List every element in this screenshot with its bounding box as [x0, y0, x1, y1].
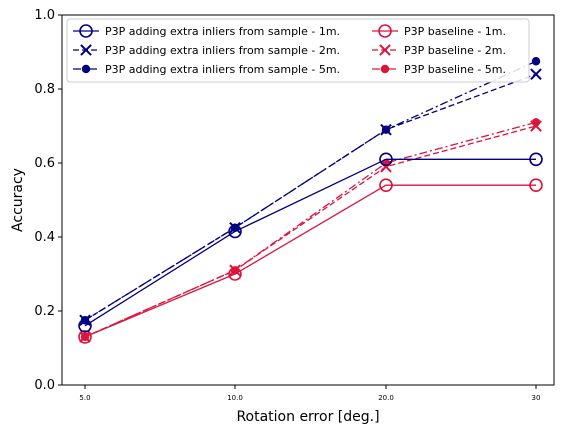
- data-point: [80, 316, 90, 325]
- legend-item: P3P baseline - 2m.: [372, 44, 506, 57]
- plot-frame: [61, 14, 555, 386]
- data-point: [531, 57, 541, 66]
- series-line: [84, 73, 537, 321]
- series-line: [84, 125, 537, 338]
- data-point: [80, 332, 90, 342]
- y-tick-label: 0.8: [34, 82, 55, 97]
- data-point: [78, 330, 92, 344]
- x-tick-label: 5.0: [79, 394, 90, 402]
- x-tick-label: 10.0: [227, 394, 243, 402]
- series-line: [84, 60, 537, 321]
- series-line: [84, 158, 536, 327]
- legend-label: P3P adding extra inliers from sample - 1…: [105, 25, 340, 38]
- data-point: [230, 223, 240, 232]
- legend-label: P3P baseline - 1m.: [404, 25, 506, 38]
- y-axis-label: Accuracy: [10, 168, 26, 232]
- y-tick-label: 0.2: [34, 304, 55, 319]
- data-point: [531, 118, 541, 127]
- series-line: [84, 184, 536, 338]
- series-1: [78, 152, 543, 333]
- legend-label: P3P adding extra inliers from sample - 2…: [105, 44, 340, 57]
- y-tick-label: 0.0: [34, 378, 55, 393]
- legend-marker: [80, 44, 92, 56]
- x-tick-label: 20.0: [378, 394, 394, 402]
- data-point: [529, 178, 543, 192]
- series-line: [84, 121, 537, 338]
- legend-marker: [380, 64, 390, 74]
- legend: P3P adding extra inliers from sample - 1…: [66, 18, 530, 83]
- series-2: [79, 68, 542, 327]
- legend-item: P3P adding extra inliers from sample - 2…: [73, 44, 340, 57]
- legend-marker: [81, 64, 91, 74]
- legend-item: P3P baseline - 1m.: [372, 24, 506, 38]
- data-point: [379, 178, 393, 192]
- legend-item: P3P adding extra inliers from sample - 5…: [73, 63, 340, 76]
- series-3: [80, 57, 541, 325]
- data-point: [379, 152, 393, 167]
- data-point: [529, 152, 543, 167]
- legend-marker: [79, 24, 93, 38]
- legend-label: P3P baseline - 5m.: [404, 63, 506, 76]
- x-tick-label: 30: [532, 394, 541, 402]
- x-axis-label: Rotation error [deg.]: [236, 409, 379, 425]
- data-point: [381, 125, 391, 134]
- legend-item: P3P baseline - 5m.: [372, 63, 506, 76]
- y-tick-label: 0.4: [34, 230, 55, 245]
- y-tick-label: 0.6: [34, 156, 55, 171]
- data-point: [230, 266, 240, 275]
- data-point: [530, 68, 542, 81]
- legend-marker: [378, 24, 392, 38]
- legend-label: P3P baseline - 2m.: [404, 44, 506, 57]
- series-4: [78, 178, 543, 344]
- legend-marker: [379, 44, 391, 56]
- legend-box: [66, 18, 530, 83]
- legend-item: P3P adding extra inliers from sample - 1…: [73, 24, 340, 38]
- y-tick-label: 1.0: [34, 8, 55, 23]
- axes: 0.0 0.2 0.4 0.6 0.8 1.0 5.0 10.0 20.0 30: [34, 8, 555, 402]
- plot-area: [78, 57, 543, 344]
- legend-label: P3P adding extra inliers from sample - 5…: [105, 63, 340, 76]
